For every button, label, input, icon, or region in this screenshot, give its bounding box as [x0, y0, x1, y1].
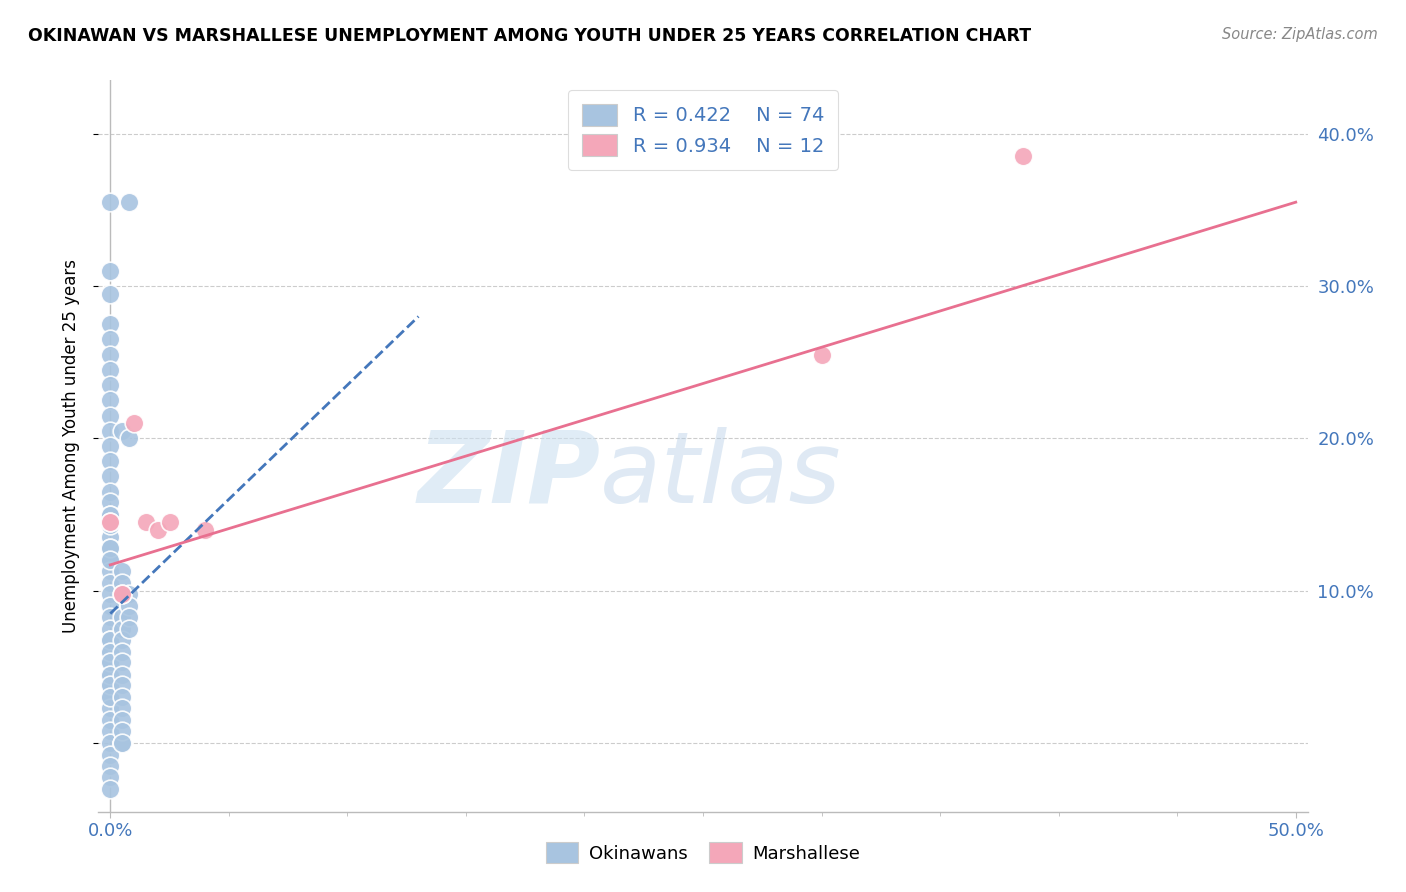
Point	[98, 714, 121, 728]
Point	[98, 348, 121, 362]
Point	[98, 576, 121, 591]
Point	[98, 701, 121, 715]
Point	[98, 781, 121, 796]
Point	[98, 378, 121, 392]
Point	[111, 723, 134, 738]
Point	[98, 759, 121, 773]
Point	[159, 515, 181, 529]
Text: Source: ZipAtlas.com: Source: ZipAtlas.com	[1222, 27, 1378, 42]
Point	[98, 736, 121, 750]
Point	[111, 609, 134, 624]
Point	[118, 195, 141, 210]
Point	[98, 363, 121, 377]
Point	[98, 553, 121, 567]
Point	[111, 678, 134, 692]
Point	[98, 484, 121, 499]
Point	[98, 632, 121, 647]
Point	[98, 264, 121, 278]
Point	[98, 508, 121, 522]
Point	[122, 416, 145, 430]
Point	[111, 736, 134, 750]
Point	[98, 541, 121, 555]
Point	[146, 523, 169, 537]
Point	[98, 424, 121, 438]
Point	[111, 656, 134, 670]
Point	[118, 609, 141, 624]
Point	[98, 609, 121, 624]
Point	[118, 587, 141, 601]
Point	[135, 515, 157, 529]
Point	[111, 667, 134, 681]
Point	[98, 690, 121, 705]
Text: OKINAWAN VS MARSHALLESE UNEMPLOYMENT AMONG YOUTH UNDER 25 YEARS CORRELATION CHAR: OKINAWAN VS MARSHALLESE UNEMPLOYMENT AMO…	[28, 27, 1031, 45]
Point	[111, 424, 134, 438]
Point	[194, 523, 217, 537]
Point	[98, 518, 121, 533]
Point	[98, 632, 121, 647]
Point	[98, 564, 121, 578]
Point	[98, 317, 121, 331]
Point	[98, 518, 121, 533]
Point	[98, 553, 121, 567]
Point	[98, 515, 121, 529]
Point	[98, 656, 121, 670]
Point	[111, 564, 134, 578]
Point	[98, 393, 121, 408]
Point	[98, 770, 121, 784]
Point	[98, 508, 121, 522]
Point	[98, 645, 121, 659]
Point	[98, 587, 121, 601]
Text: ZIP: ZIP	[418, 426, 600, 524]
Point	[810, 348, 832, 362]
Point	[98, 667, 121, 681]
Point	[111, 632, 134, 647]
Point	[111, 576, 134, 591]
Point	[98, 469, 121, 483]
Point	[98, 748, 121, 763]
Point	[111, 714, 134, 728]
Point	[98, 723, 121, 738]
Point	[111, 645, 134, 659]
Point	[111, 736, 134, 750]
Point	[111, 690, 134, 705]
Point	[98, 454, 121, 468]
Point	[98, 690, 121, 705]
Point	[111, 736, 134, 750]
Point	[98, 599, 121, 613]
Y-axis label: Unemployment Among Youth under 25 years: Unemployment Among Youth under 25 years	[62, 259, 80, 633]
Text: atlas: atlas	[600, 426, 842, 524]
Point	[118, 622, 141, 636]
Point	[98, 286, 121, 301]
Point	[98, 622, 121, 636]
Point	[98, 678, 121, 692]
Point	[111, 587, 134, 601]
Point	[98, 645, 121, 659]
Point	[111, 622, 134, 636]
Point	[1012, 149, 1035, 163]
Point	[98, 541, 121, 555]
Point	[98, 439, 121, 453]
Point	[98, 495, 121, 509]
Point	[98, 195, 121, 210]
Point	[98, 656, 121, 670]
Point	[111, 701, 134, 715]
Point	[118, 599, 141, 613]
Legend: Okinawans, Marshallese: Okinawans, Marshallese	[537, 833, 869, 872]
Point	[98, 530, 121, 544]
Point	[98, 409, 121, 423]
Point	[118, 431, 141, 445]
Point	[111, 587, 134, 601]
Point	[98, 667, 121, 681]
Point	[98, 332, 121, 346]
Point	[98, 515, 121, 529]
Point	[98, 678, 121, 692]
